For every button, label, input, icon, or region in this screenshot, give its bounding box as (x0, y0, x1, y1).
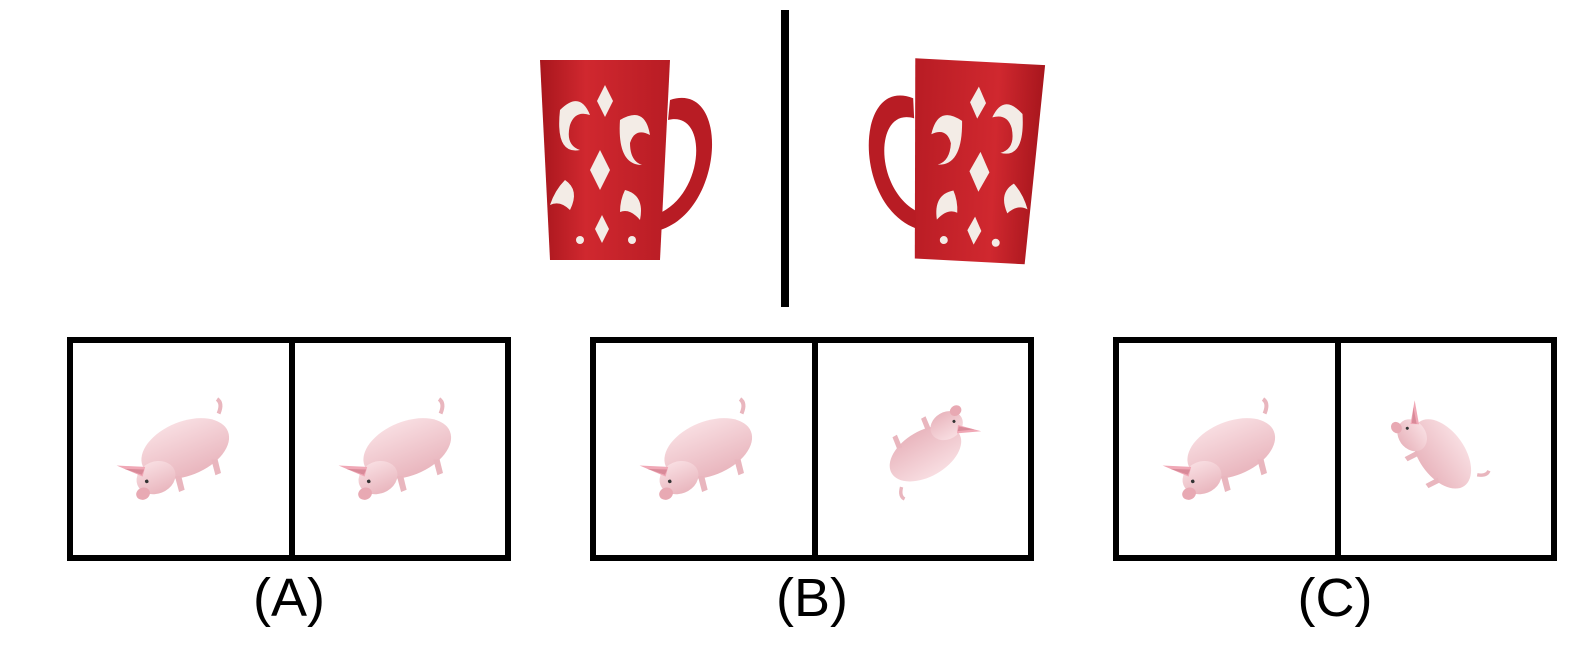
red-mug-rotated-icon (862, 56, 1046, 265)
option-a-label: (A) (253, 568, 325, 628)
panel-divider (1335, 343, 1341, 555)
option-a-left-image (73, 343, 289, 555)
pig-icon (105, 396, 248, 513)
mug-right-image (830, 40, 1060, 280)
pig-upside-down-icon (871, 394, 994, 502)
pig-upright-icon (1379, 386, 1492, 509)
option-b-left-image (596, 343, 812, 555)
option-c-label: (C) (1297, 568, 1373, 628)
panel-divider (812, 343, 818, 555)
option-b-panel[interactable] (590, 337, 1034, 561)
option-b-right-image (818, 343, 1028, 555)
option-c-panel[interactable] (1113, 337, 1557, 561)
pig-icon (327, 396, 470, 513)
option-c-left-image (1119, 343, 1335, 555)
option-c-right-image (1341, 343, 1551, 555)
option-a-panel[interactable] (67, 337, 511, 561)
red-mug-icon (540, 60, 713, 260)
pig-icon (1151, 396, 1294, 513)
vertical-divider (781, 10, 789, 307)
option-a-right-image (295, 343, 505, 555)
mug-left-image (520, 40, 750, 280)
option-b-label: (B) (776, 568, 848, 628)
panel-divider (289, 343, 295, 555)
pig-icon (628, 396, 771, 513)
